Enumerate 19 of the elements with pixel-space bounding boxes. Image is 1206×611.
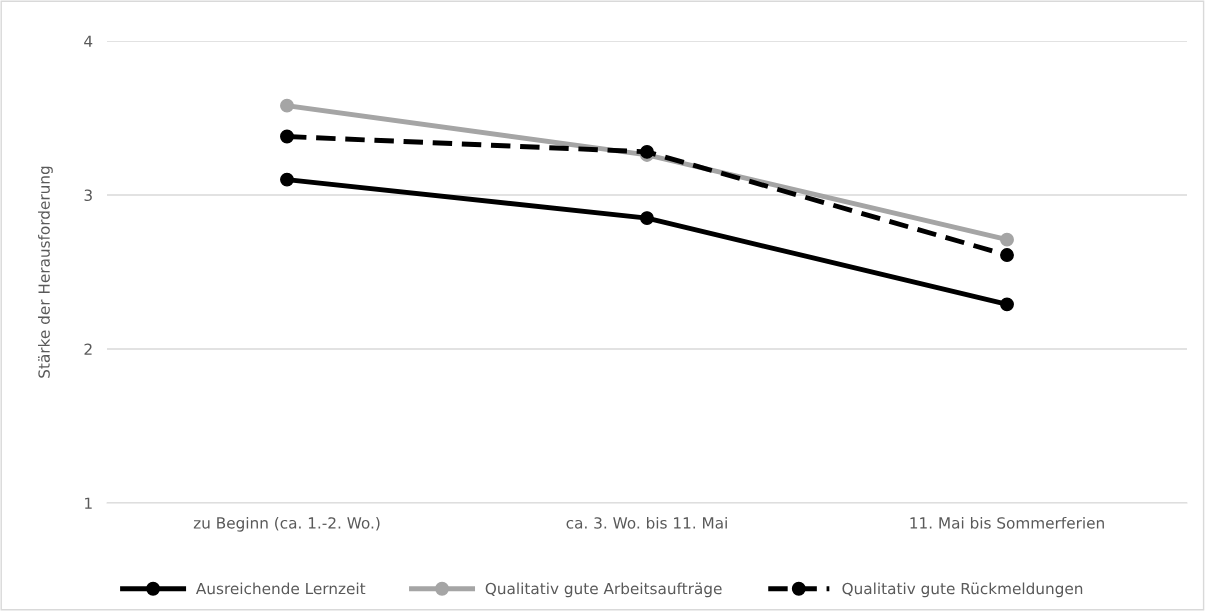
legend-label: Qualitativ gute Arbeitsaufträge [485, 582, 722, 598]
legend-label: Ausreichende Lernzeit [195, 582, 366, 595]
point [1000, 248, 1014, 263]
y-tick-label: 4 [84, 35, 93, 47]
point [1000, 232, 1014, 247]
point [1000, 297, 1014, 312]
y-tick-label: 1 [85, 497, 92, 509]
point [280, 129, 294, 144]
point [640, 144, 654, 159]
x-tick-label: zu Beginn (ca. 1.-2. Wo.) [193, 516, 380, 532]
point [280, 98, 294, 113]
point [280, 172, 294, 187]
point [640, 211, 654, 226]
x-tick-label: ca. 3. Wo. bis 11. Mai [566, 516, 727, 529]
x-tick-label: 11. Mai bis Sommerferien [910, 516, 1104, 529]
y-tick-label: 3 [84, 189, 92, 202]
y-axis-title: Stärke der Herausforderung [38, 166, 53, 378]
legend-label: Qualitativ gute Rückmeldungen [842, 582, 1083, 598]
y-tick-label: 2 [84, 343, 92, 355]
